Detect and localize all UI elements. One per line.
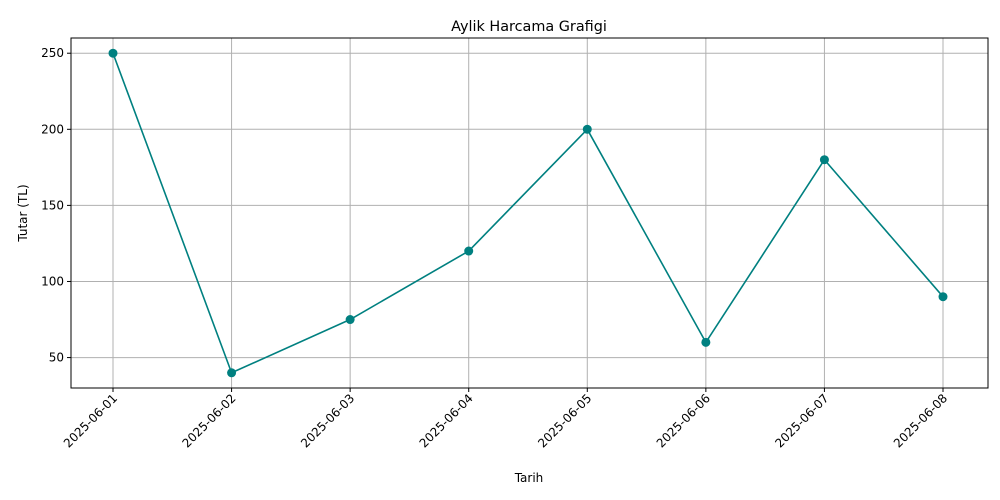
data-point-2025-06-01: [108, 48, 118, 58]
y-tick-label: 50: [49, 351, 64, 365]
data-point-2025-06-05: [582, 124, 592, 134]
data-point-2025-06-06: [701, 337, 711, 347]
data-point-2025-06-02: [227, 368, 237, 378]
y-axis-title: Tutar (TL): [16, 184, 30, 242]
x-axis-title: Tarih: [514, 471, 544, 485]
data-point-2025-06-04: [464, 246, 474, 256]
chart-title: Aylik Harcama Grafigi: [451, 19, 607, 35]
data-point-2025-06-07: [819, 155, 829, 165]
y-tick-label: 150: [41, 198, 64, 212]
grid-lines: [71, 38, 988, 388]
y-axis: 50 100 150 200 250: [41, 46, 71, 365]
plot-area-frame: [70, 37, 989, 389]
series-group: [108, 48, 948, 378]
y-tick-label: 100: [41, 274, 64, 288]
y-tick-label: 250: [41, 46, 64, 60]
y-tick-label: 200: [41, 122, 64, 136]
data-point-2025-06-03: [345, 315, 355, 325]
series-line: [112, 52, 944, 374]
data-point-2025-06-08: [938, 292, 948, 302]
